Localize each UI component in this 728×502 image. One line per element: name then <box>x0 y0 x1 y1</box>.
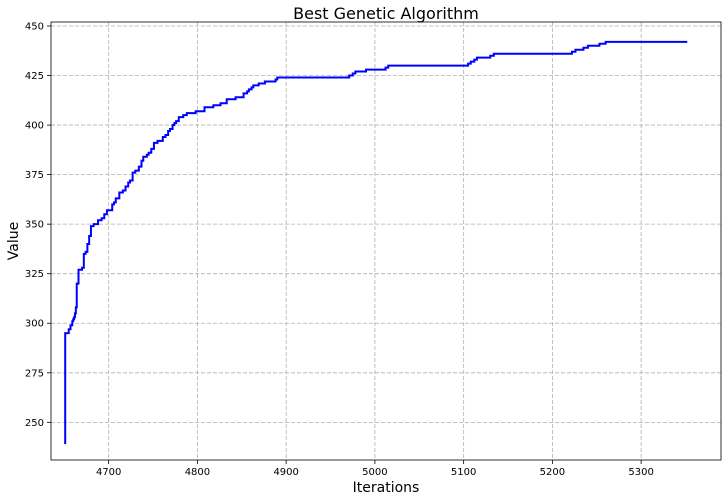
y-tick-label: 325 <box>25 269 44 280</box>
series-group <box>64 40 688 445</box>
y-axis-label: Value <box>6 222 22 260</box>
y-tick-label: 275 <box>25 368 44 379</box>
x-tick-label: 5300 <box>628 467 653 478</box>
x-tick-label: 5200 <box>540 467 565 478</box>
grid-lines <box>51 22 721 460</box>
y-tick-label: 400 <box>25 121 44 132</box>
series-line <box>64 40 688 445</box>
chart-title: Best Genetic Algorithm <box>293 4 479 23</box>
y-tick-label: 250 <box>25 418 44 429</box>
y-tick-label: 425 <box>25 71 44 82</box>
x-tick-label: 4800 <box>185 467 210 478</box>
x-tick-label: 5100 <box>451 467 476 478</box>
y-tick-label: 450 <box>25 21 44 32</box>
y-tick-label: 300 <box>25 319 44 330</box>
x-axis-label: Iterations <box>353 480 420 496</box>
axis-ticks: 4700 4800 4900 5000 5100 5200 5300 250 275 300 325… <box>25 21 654 478</box>
x-tick-label: 4900 <box>273 467 298 478</box>
y-tick-label: 375 <box>25 170 44 181</box>
x-tick-label: 5000 <box>362 467 387 478</box>
plot-frame <box>50 21 722 461</box>
x-tick-label: 4700 <box>96 467 121 478</box>
y-tick-label: 350 <box>25 220 44 231</box>
